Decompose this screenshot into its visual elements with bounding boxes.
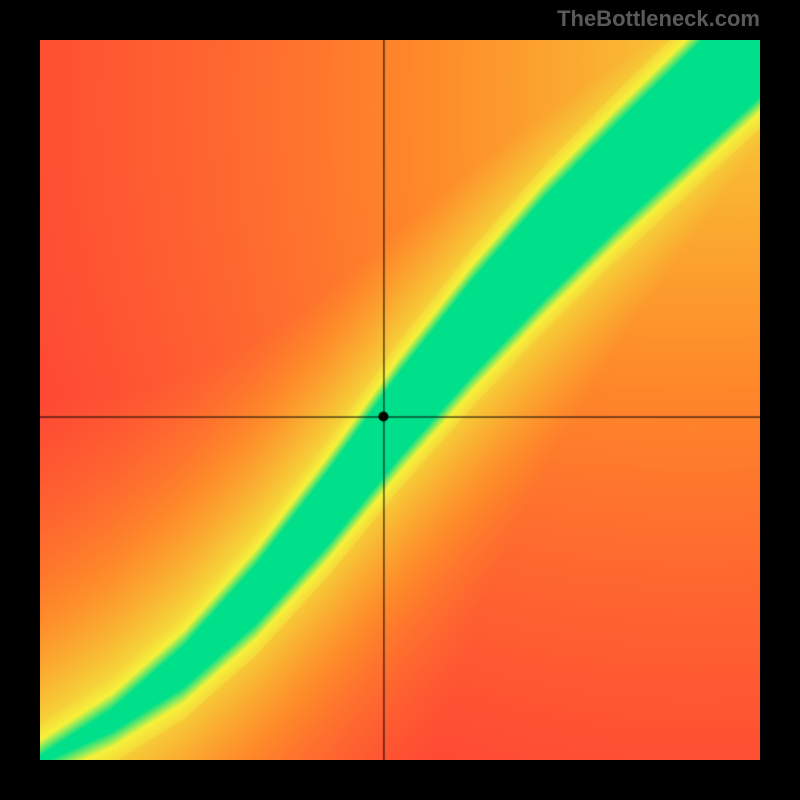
heatmap-canvas (40, 40, 760, 760)
chart-container: TheBottleneck.com (0, 0, 800, 800)
watermark-text: TheBottleneck.com (557, 6, 760, 32)
plot-area (40, 40, 760, 760)
